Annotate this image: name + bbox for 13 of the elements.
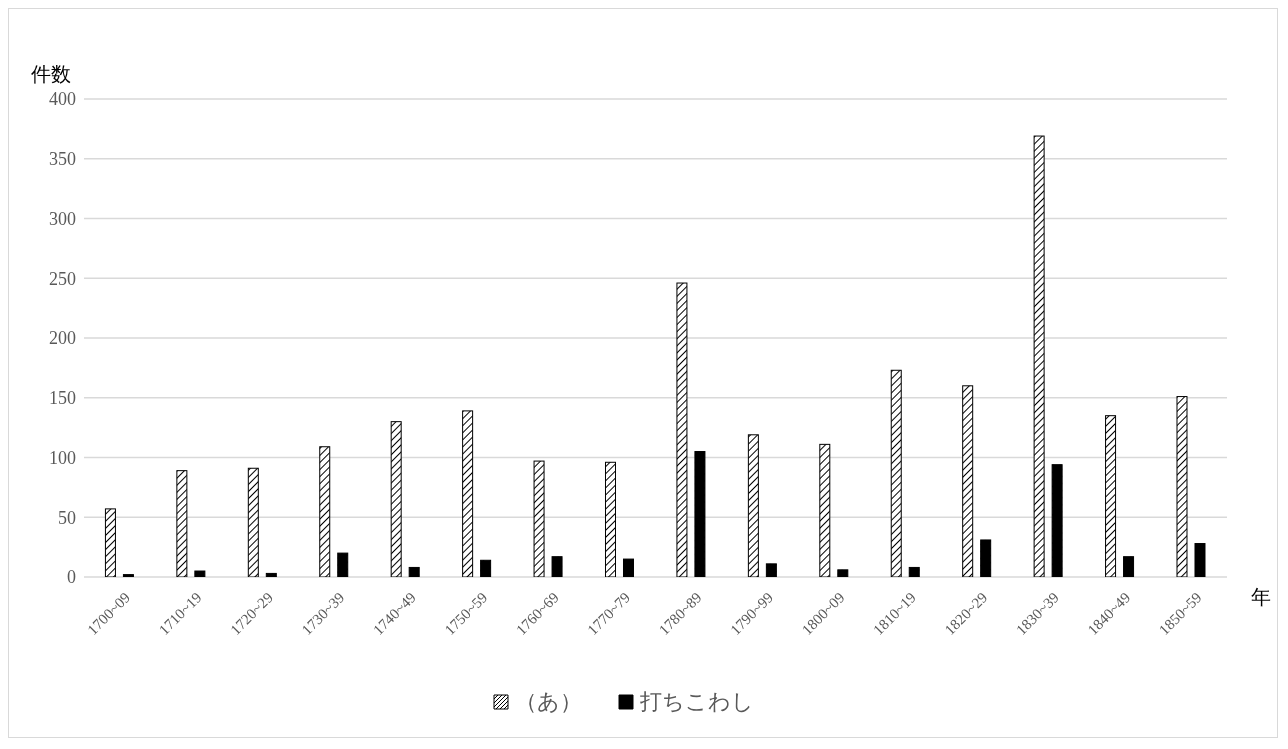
y-tick-label: 350	[49, 149, 76, 170]
y-tick-label: 0	[67, 567, 76, 588]
y-tick-label: 300	[49, 208, 76, 229]
legend-label: 打ちこわし	[639, 688, 754, 716]
y-tick-label: 400	[49, 89, 76, 110]
y-tick-label: 200	[49, 328, 76, 349]
legend-label: （あ）	[514, 688, 582, 716]
y-tick-label: 250	[49, 268, 76, 289]
y-tick-label: 100	[49, 447, 76, 468]
y-tick-label: 50	[58, 507, 76, 528]
x-axis-title: 年	[1251, 584, 1271, 611]
y-axis-title: 件数	[31, 61, 71, 88]
y-tick-label: 150	[49, 388, 76, 409]
